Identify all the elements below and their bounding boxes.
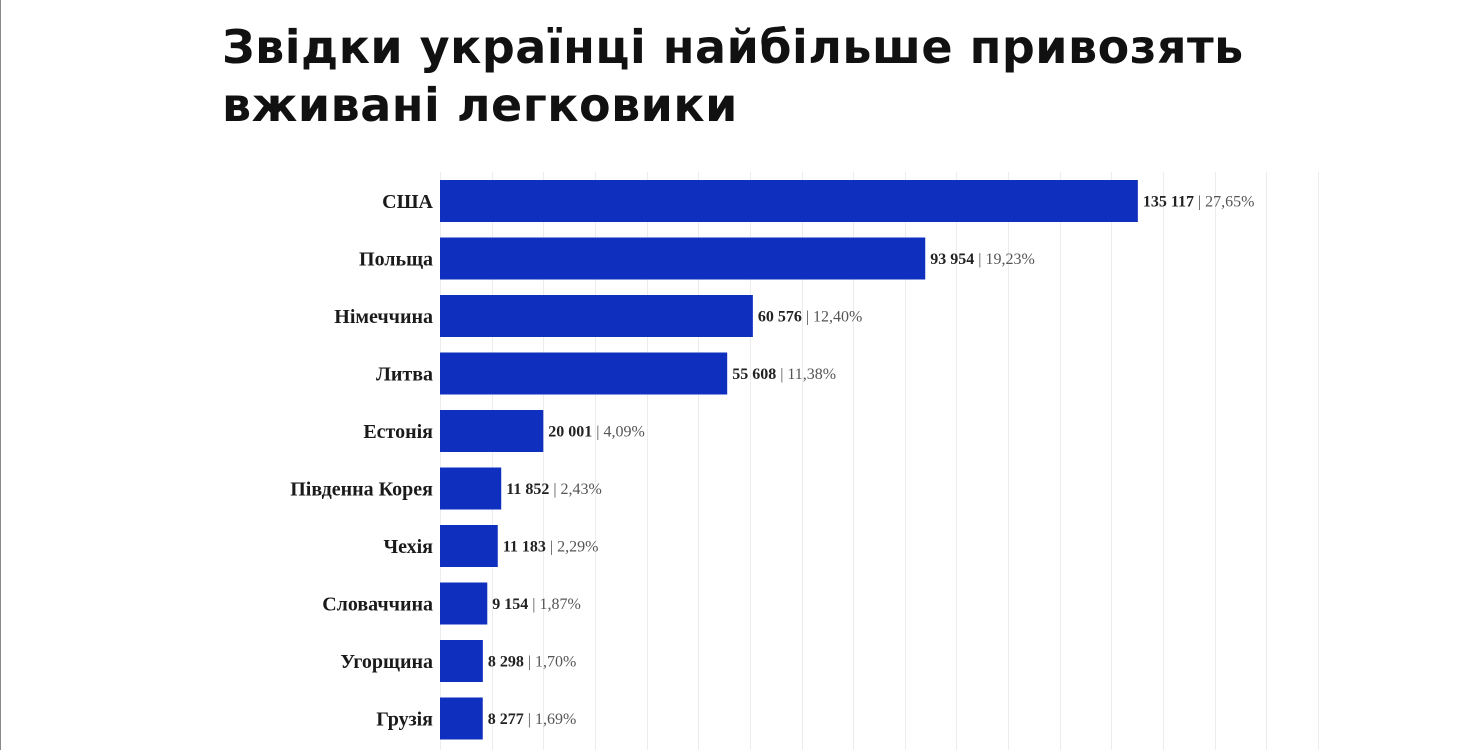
data-label-percent: 1,70% [535, 654, 576, 671]
data-label-value: 20 001 [548, 424, 592, 441]
data-label-value: 60 576 [758, 309, 802, 326]
data-label: 11 852 | 2,43% [506, 481, 602, 498]
category-label: США [382, 191, 433, 213]
data-label-separator: | [806, 309, 809, 326]
data-label-percent: 19,23% [985, 251, 1034, 268]
data-label-percent: 2,43% [561, 481, 602, 498]
data-label-value: 9 154 [492, 596, 528, 613]
bar [440, 582, 488, 625]
bar [440, 237, 926, 280]
data-label-separator: | [550, 539, 553, 556]
category-label: Угорщина [340, 651, 433, 673]
data-label: 93 954 | 19,23% [930, 251, 1035, 268]
data-label-separator: | [553, 481, 556, 498]
category-label: Естонія [363, 421, 433, 443]
data-label: 20 001 | 4,09% [548, 424, 645, 441]
category-label: Німеччина [334, 306, 433, 328]
data-label: 135 117 | 27,65% [1143, 194, 1255, 211]
data-label-separator: | [780, 366, 783, 383]
data-label-value: 135 117 [1143, 194, 1194, 211]
data-label-percent: 2,29% [557, 539, 598, 556]
bar [440, 640, 483, 682]
data-label-value: 8 298 [488, 654, 524, 671]
data-label: 9 154 | 1,87% [492, 596, 581, 613]
category-label: Польща [359, 249, 433, 271]
data-label-value: 11 852 [506, 481, 549, 498]
bar [440, 697, 483, 740]
category-label: Словаччина [322, 594, 433, 616]
bar [440, 525, 498, 567]
data-labels: 135 117 | 27,65%93 954 | 19,23%60 576 | 12,40%… [488, 194, 1255, 729]
data-label-separator: | [532, 596, 535, 613]
data-label-percent: 4,09% [604, 424, 645, 441]
data-label-percent: 12,40% [813, 309, 862, 326]
data-label-percent: 1,87% [539, 596, 580, 613]
data-label-separator: | [596, 424, 599, 441]
data-label: 8 277 | 1,69% [488, 711, 577, 728]
chart-title: Звідки українці найбільше привозять вжив… [222, 20, 1244, 132]
data-label-percent: 11,38% [787, 366, 836, 383]
bar [440, 180, 1138, 222]
data-label: 55 608 | 11,38% [732, 366, 836, 383]
category-label: Литва [376, 364, 433, 386]
category-labels: США Польща Німеччина Литва Естонія Південна К… [290, 191, 433, 731]
bars [440, 180, 1138, 740]
data-label-separator: | [528, 654, 531, 671]
bar [440, 467, 502, 510]
data-label-separator: | [978, 251, 981, 268]
bar [440, 410, 544, 452]
data-label-value: 8 277 [488, 711, 524, 728]
data-label: 8 298 | 1,70% [488, 654, 577, 671]
category-label: Чехія [383, 536, 433, 558]
bar [440, 295, 753, 337]
data-label: 60 576 | 12,40% [758, 309, 863, 326]
data-label-value: 11 183 [503, 539, 546, 556]
data-label-percent: 27,65% [1205, 194, 1254, 211]
data-label-value: 55 608 [732, 366, 776, 383]
data-label-percent: 1,69% [535, 711, 576, 728]
category-label: Грузія [376, 709, 433, 731]
category-label: Південна Корея [290, 479, 433, 501]
data-label-value: 93 954 [930, 251, 974, 268]
data-label-separator: | [1198, 194, 1201, 211]
data-label: 11 183 | 2,29% [503, 539, 599, 556]
page-left-border [0, 0, 1, 750]
data-label-separator: | [528, 711, 531, 728]
bar [440, 352, 728, 395]
